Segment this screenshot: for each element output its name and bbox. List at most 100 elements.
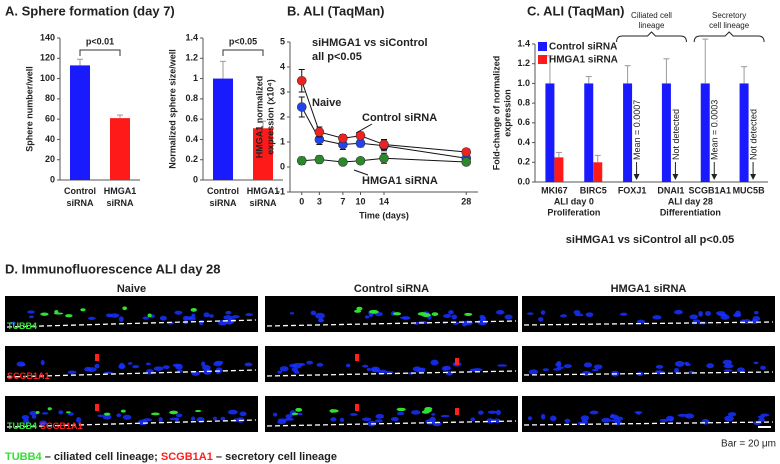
value-label: Not detected <box>748 109 758 160</box>
nucleus <box>285 414 293 419</box>
nucleus <box>585 312 594 318</box>
nucleus <box>153 366 164 371</box>
scgb1a1-signal <box>455 408 459 415</box>
tubb4-signal <box>120 409 126 413</box>
nucleus <box>10 321 16 325</box>
text-line: Control <box>207 186 239 196</box>
arrow-head <box>750 174 757 180</box>
nucleus <box>297 412 303 416</box>
nucleus <box>374 419 383 423</box>
nucleus <box>375 413 385 419</box>
nucleus <box>583 362 593 368</box>
nucleus <box>318 318 324 323</box>
nucleus <box>362 417 372 422</box>
micrograph <box>522 296 775 332</box>
nucleus <box>199 319 204 326</box>
arrow-head <box>711 174 718 180</box>
marker <box>461 147 472 157</box>
tubb4-signal <box>421 410 430 414</box>
marker <box>379 153 389 164</box>
text-line: lineage <box>639 21 665 30</box>
nucleus <box>289 363 298 368</box>
nucleus <box>277 420 287 425</box>
bar <box>554 157 564 182</box>
y-tick-label: 0 <box>50 174 55 184</box>
nucleus <box>723 369 733 372</box>
nucleus <box>390 417 399 422</box>
tubb4-signal <box>424 406 433 411</box>
nucleus <box>158 416 163 423</box>
series-label: Control siRNA <box>362 112 437 124</box>
tubb4-signal <box>393 312 402 316</box>
nucleus <box>118 316 124 322</box>
nucleus <box>752 315 761 322</box>
nucleus <box>472 368 483 372</box>
row-label: SCGB1A1 <box>7 371 50 381</box>
nucleus <box>573 310 581 315</box>
caption-part: TUBB4 <box>5 451 43 463</box>
marker <box>355 130 366 141</box>
y-axis-label: Normalized sphere size/well <box>167 49 177 169</box>
nucleus <box>106 313 113 318</box>
nucleus <box>118 364 126 370</box>
nucleus <box>213 361 223 367</box>
significance-bracket <box>79 49 121 56</box>
tubb4-signal <box>368 309 379 314</box>
basement-line <box>266 420 517 427</box>
nucleus <box>145 362 151 366</box>
nucleus <box>581 371 592 377</box>
nucleus <box>451 314 458 320</box>
nucleus <box>591 368 599 372</box>
y-tick-label: 0.2 <box>185 154 198 164</box>
y-tick-label: 120 <box>40 53 55 63</box>
tubb4-signal <box>464 312 473 316</box>
nucleus <box>419 367 426 371</box>
nucleus <box>540 310 546 315</box>
nucleus <box>652 315 662 320</box>
tubb4-signal <box>122 306 128 311</box>
y-tick-label: 0.4 <box>517 137 530 147</box>
nucleus <box>601 417 611 423</box>
marker <box>296 75 307 86</box>
micrograph <box>265 396 518 432</box>
x-tick-label: Control siRNA <box>207 186 239 208</box>
y-tick-label: 1.4 <box>185 32 198 42</box>
nucleus <box>225 310 232 315</box>
legend-label: Control siRNA <box>549 42 617 53</box>
annotation: siHMGA1 vs siControl <box>312 37 428 49</box>
tubb4-signal <box>169 410 179 415</box>
footnote: siHMGA1 vs siControl all p<0.05 <box>566 234 734 246</box>
nucleus <box>504 314 513 320</box>
nucleus <box>478 410 484 415</box>
nucleus <box>443 365 451 371</box>
nucleus <box>132 364 140 369</box>
nucleus <box>293 370 300 374</box>
nucleus <box>448 310 454 315</box>
nucleus <box>758 417 765 423</box>
marker <box>314 154 325 165</box>
nucleus <box>159 315 167 321</box>
nucleus <box>560 314 567 318</box>
tubb4-signal <box>150 412 160 416</box>
nucleus <box>684 413 695 419</box>
group-label: ALI day 28 <box>668 196 713 206</box>
nucleus <box>174 310 183 315</box>
value-label: Not detected <box>671 109 681 160</box>
y-tick-label: 100 <box>40 73 55 83</box>
value-label: Mean = 0.0003 <box>710 100 720 160</box>
nucleus <box>760 365 766 370</box>
y-tick-label: 0.8 <box>185 93 198 103</box>
x-tick-label: 10 <box>355 196 365 206</box>
nucleus <box>116 413 122 418</box>
tubb4-signal <box>356 306 363 311</box>
y-tick-label: 3 <box>280 86 285 96</box>
scgb1a1-signal <box>355 354 359 361</box>
nucleus <box>284 417 294 421</box>
x-tick-label: 7 <box>340 196 345 206</box>
nucleus <box>692 319 701 323</box>
nucleus <box>142 316 150 320</box>
text-line: HMGA1 <box>247 186 280 196</box>
nucleus <box>636 319 646 324</box>
nucleus <box>28 315 34 319</box>
row-label: TUBB4 <box>7 321 37 331</box>
